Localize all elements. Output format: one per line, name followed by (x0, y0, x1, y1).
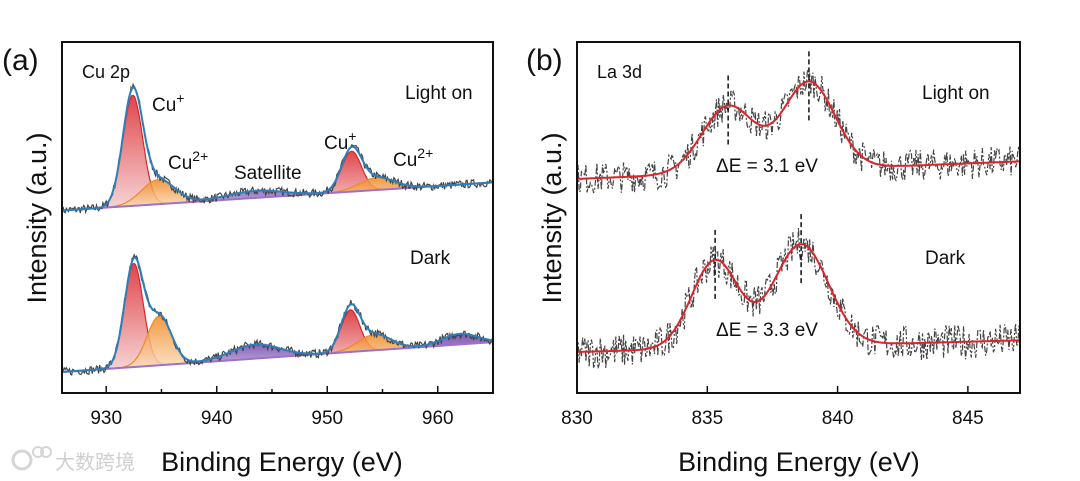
panel-b: (b) 830 835 840 845 La 3d Light on Dark ΔE … (526, 41, 1021, 477)
label-cu-plus-1: Cu+ (152, 90, 184, 116)
plot-frame (61, 41, 494, 394)
x-tick-label: 840 (822, 408, 854, 429)
background-line (61, 341, 494, 373)
x-axis: 930 940 950 960 (90, 386, 454, 429)
y-axis-label: Intensity (a.u.) (537, 132, 567, 303)
delta-e-light: ΔE = 3.1 eV (716, 156, 818, 177)
delta-e-dark: ΔE = 3.3 eV (716, 320, 818, 341)
label-dark: Dark (410, 248, 451, 269)
fit-envelope-light-on (61, 86, 494, 212)
x-tick-label: 950 (311, 408, 343, 429)
x-tick-label: 940 (201, 408, 233, 429)
raw-data-dark (61, 253, 494, 376)
fit-envelope-dark (577, 243, 1021, 353)
x-tick-label: 830 (561, 408, 593, 429)
label-cu-plus-2: Cu+ (324, 128, 356, 154)
label-light-on: Light on (405, 83, 473, 104)
fit-envelope-dark (62, 256, 494, 373)
label-satellite: Satellite (234, 163, 302, 184)
chart-title: La 3d (597, 62, 642, 82)
panel-a: (a) 930 940 950 960 Cu 2p Light on Dark Cu+… (2, 41, 494, 477)
label-dark: Dark (925, 248, 966, 269)
plot-frame (576, 41, 1021, 394)
x-tick-label: 845 (952, 408, 984, 429)
fit-envelope-light-on (576, 80, 1021, 180)
watermark: 大数跨境 (55, 451, 135, 474)
plot-area (576, 51, 1021, 369)
label-cu-2plus-1: Cu2+ (168, 148, 208, 174)
panel-label: (a) (2, 44, 39, 77)
x-tick-label: 835 (691, 408, 723, 429)
x-axis: 830 835 840 845 (561, 386, 984, 429)
watermark-logo-icon (11, 446, 52, 471)
x-tick-label: 960 (422, 408, 454, 429)
panel-label: (b) (526, 44, 563, 77)
x-axis-label: Binding Energy (eV) (161, 447, 403, 477)
x-tick-label: 930 (90, 408, 122, 429)
chart-title: Cu 2p (82, 62, 130, 82)
y-axis-label: Intensity (a.u.) (22, 132, 52, 303)
raw-data-light-on (61, 82, 494, 215)
label-cu-2plus-2: Cu2+ (393, 145, 433, 171)
plot-area (61, 82, 494, 376)
label-light-on: Light on (922, 83, 990, 104)
raw-data-light-on (576, 69, 1021, 194)
x-axis-label: Binding Energy (eV) (678, 447, 920, 477)
